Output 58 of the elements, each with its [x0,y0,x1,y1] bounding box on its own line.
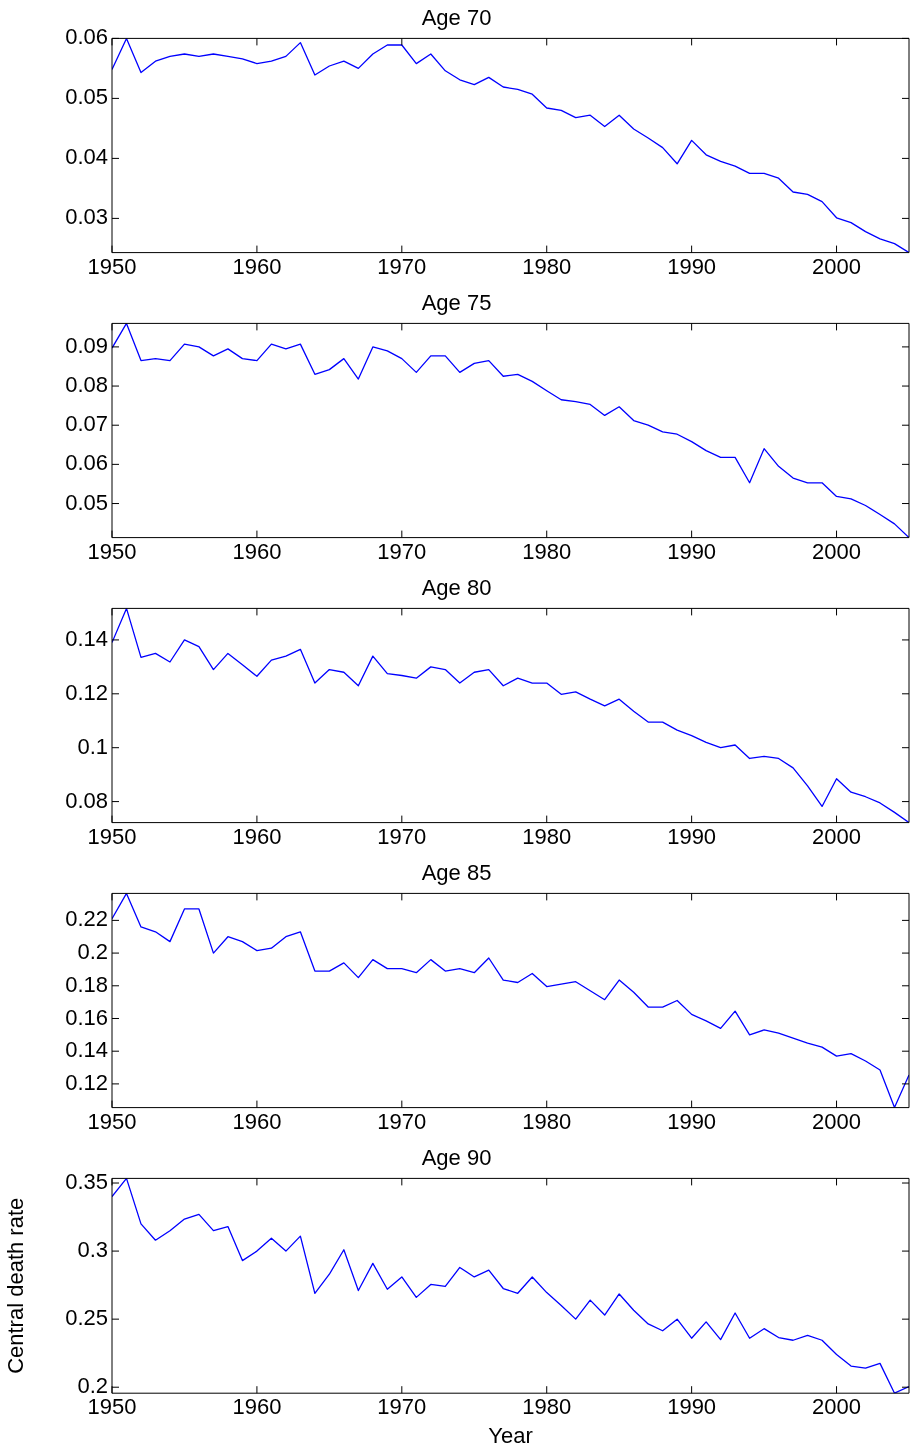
chart-title: Age 90 [421,1145,492,1171]
x-tick-label: 1990 [667,538,717,564]
chart-title: Age 75 [421,290,492,316]
x-tick-label: 1960 [232,1108,282,1134]
x-tick-label: 1970 [377,1108,427,1134]
x-tick-label: 1960 [232,1394,282,1420]
x-tick-label: 1960 [232,538,282,564]
x-tick-label: 2000 [812,1394,862,1420]
y-tick-label: 0.18 [65,971,108,997]
x-tick-label: 1950 [87,823,137,849]
x-tick-label: 1990 [667,253,717,279]
y-tick-label: 0.12 [65,679,108,705]
x-tick-label: 1970 [377,1394,427,1420]
x-tick-label: 1990 [667,823,717,849]
x-tick-label: 1970 [377,253,427,279]
y-tick-label: 0.2 [77,939,108,965]
x-tick-label: 2000 [812,538,862,564]
y-tick-label: 0.22 [65,906,108,932]
x-tick-label: 1960 [232,253,282,279]
x-tick-label: 1960 [232,823,282,849]
y-tick-label: 0.1 [77,733,108,759]
x-tick-label: 1980 [522,823,572,849]
y-tick-label: 0.14 [65,625,108,651]
y-tick-label: 0.08 [65,787,108,813]
x-tick-label: 1980 [522,538,572,564]
x-tick-label: 2000 [812,253,862,279]
x-tick-label: 1980 [522,253,572,279]
y-tick-label: 0.06 [65,24,108,50]
x-tick-label: 2000 [812,1108,862,1134]
x-tick-label: 1970 [377,823,427,849]
x-tick-label: 1990 [667,1108,717,1134]
y-tick-label: 0.14 [65,1037,108,1063]
y-tick-label: 0.35 [65,1169,108,1195]
y-tick-label: 0.07 [65,411,108,437]
x-tick-label: 1950 [87,1108,137,1134]
x-tick-label: 2000 [812,823,862,849]
y-tick-label: 0.04 [65,144,108,170]
x-tick-label: 1990 [667,1394,717,1420]
y-tick-label: 0.3 [77,1237,108,1263]
y-tick-label: 0.09 [65,332,108,358]
chart-title: Age 85 [421,860,492,886]
y-tick-label: 0.12 [65,1069,108,1095]
y-tick-label: 0.25 [65,1305,108,1331]
x-tick-label: 1980 [522,1394,572,1420]
y-tick-label: 0.06 [65,450,108,476]
x-tick-label: 1980 [522,1108,572,1134]
y-tick-label: 0.08 [65,372,108,398]
y-tick-label: 0.05 [65,489,108,515]
y-tick-label: 0.16 [65,1004,108,1030]
x-tick-label: 1950 [87,538,137,564]
chart-title: Age 80 [421,575,492,601]
x-tick-label: 1970 [377,538,427,564]
x-tick-label: 1950 [87,253,137,279]
y-axis-title: Central death rate [3,1197,29,1374]
chart-title: Age 70 [421,5,492,31]
y-tick-label: 0.03 [65,204,108,230]
x-axis-title: Year [488,1422,533,1448]
y-tick-label: 0.05 [65,84,108,110]
